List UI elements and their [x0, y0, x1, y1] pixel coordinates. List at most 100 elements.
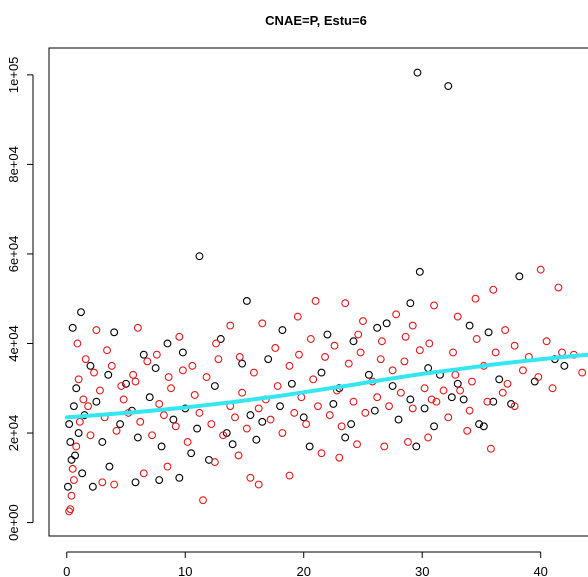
data-point — [558, 348, 566, 357]
data-point — [78, 469, 87, 478]
data-point — [510, 402, 519, 411]
data-point — [432, 397, 441, 406]
data-point — [271, 344, 280, 352]
data-point — [175, 473, 184, 482]
data-point — [133, 433, 142, 442]
data-point — [427, 395, 436, 404]
data-point — [266, 415, 275, 424]
data-point — [364, 370, 373, 379]
data-point — [317, 368, 326, 377]
data-point — [273, 382, 282, 390]
data-point — [68, 464, 77, 473]
data-point — [420, 404, 429, 413]
data-point — [214, 355, 223, 364]
data-point — [242, 297, 251, 305]
data-point — [287, 379, 296, 388]
data-point — [152, 350, 161, 359]
data-point — [373, 323, 382, 332]
data-point — [325, 411, 334, 420]
data-point — [92, 326, 101, 335]
data-point — [107, 361, 116, 370]
data-point — [444, 413, 453, 422]
data-point — [77, 308, 85, 317]
data-point — [349, 397, 358, 406]
data-point — [103, 346, 112, 355]
data-point — [491, 348, 500, 357]
data-point — [175, 332, 184, 341]
data-point — [359, 317, 367, 326]
data-point — [74, 429, 83, 437]
y-axis: 0e+00 2e+04 4e+04 6e+04 8e+04 1e+05 — [6, 57, 34, 541]
data-point — [178, 348, 187, 357]
data-point — [81, 355, 90, 364]
data-point — [188, 361, 197, 370]
data-point — [380, 442, 389, 451]
data-point — [86, 431, 95, 440]
data-point — [195, 252, 204, 261]
data-point — [202, 373, 211, 382]
data-point — [258, 319, 267, 328]
data-point — [66, 438, 75, 446]
data-point — [116, 420, 125, 429]
data-point — [252, 435, 261, 444]
data-point — [483, 397, 492, 406]
data-point — [155, 399, 164, 408]
data-point — [246, 473, 255, 482]
data-point — [95, 386, 104, 395]
data-point — [238, 388, 247, 397]
data-point — [515, 272, 524, 281]
data-point — [246, 411, 255, 420]
data-point — [65, 507, 74, 516]
data-point — [163, 462, 172, 471]
data-point — [98, 438, 107, 446]
data-point — [530, 377, 539, 386]
data-point — [110, 480, 119, 489]
data-point — [341, 299, 350, 308]
data-point — [495, 375, 504, 384]
data-point — [354, 330, 363, 339]
data-point — [349, 337, 358, 346]
data-point — [408, 321, 417, 330]
data-point — [193, 424, 202, 433]
data-point — [72, 442, 81, 451]
data-point — [424, 364, 433, 373]
data-point — [278, 326, 287, 335]
data-point — [199, 496, 207, 505]
data-point — [424, 433, 433, 442]
data-point — [195, 408, 204, 417]
data-point — [489, 397, 498, 406]
data-point — [406, 299, 415, 308]
data-point — [306, 335, 315, 343]
chart-title: CNAE=P, Estu=6 — [265, 13, 367, 28]
data-point — [430, 422, 439, 431]
data-point — [254, 404, 263, 413]
data-point — [210, 458, 219, 467]
data-point — [73, 339, 82, 348]
data-point — [394, 415, 403, 424]
data-point — [465, 321, 474, 330]
data-point — [190, 391, 199, 399]
data-point — [465, 406, 474, 415]
data-point — [238, 359, 247, 368]
data-point — [258, 417, 267, 426]
data-point — [439, 386, 448, 395]
data-point — [290, 408, 299, 417]
data-point — [459, 395, 468, 404]
data-point — [413, 68, 422, 77]
x-axis: 0 10 20 30 40 — [63, 551, 548, 577]
data-point — [510, 341, 519, 350]
data-point — [210, 382, 219, 390]
data-point — [373, 393, 382, 402]
data-point — [302, 420, 311, 429]
data-point — [404, 438, 412, 446]
data-point — [412, 442, 421, 451]
data-point — [92, 397, 101, 406]
data-point — [406, 395, 415, 404]
data-point — [136, 417, 145, 426]
data-point — [425, 339, 434, 348]
data-point — [104, 370, 113, 379]
data-point — [536, 265, 545, 274]
data-point — [90, 368, 98, 377]
data-point — [295, 350, 303, 359]
